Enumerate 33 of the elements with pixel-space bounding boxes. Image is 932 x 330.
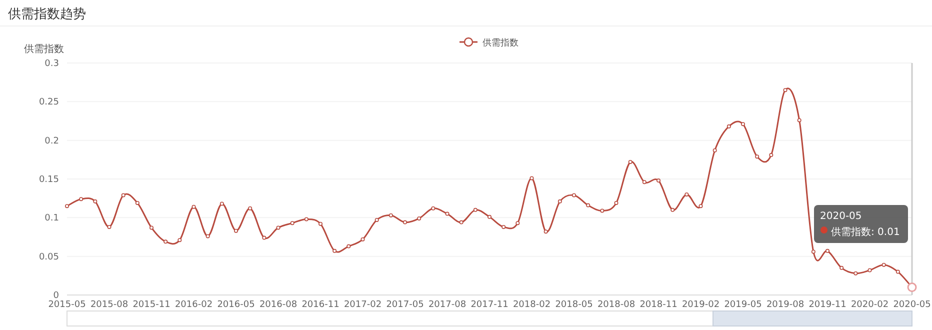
annotation: 供需指数: 0.01 [831, 226, 900, 238]
x-tick-label: 2019-02 [682, 300, 720, 310]
x-tick-label: 2019-05 [724, 300, 762, 310]
y-tick-label: 0 [53, 291, 60, 301]
y-tick-label: 0.05 [38, 252, 59, 262]
x-tick-label: 2017-02 [344, 300, 382, 310]
y-tick-label: 0.25 [38, 98, 59, 108]
x-tick-label: 2018-05 [555, 300, 593, 310]
chart-title: 供需指数趋势 [8, 7, 86, 22]
y-tick-label: 0.2 [44, 136, 59, 146]
x-tick-label: 2015-08 [90, 300, 128, 310]
x-tick-label: 2016-05 [217, 300, 255, 310]
x-tick-label: 2016-08 [259, 300, 298, 310]
x-tick-label: 2015-11 [132, 300, 170, 310]
legend-label: 供需指数 [482, 38, 518, 48]
x-tick-label: 2016-02 [174, 300, 213, 310]
y-tick-label: 0.15 [38, 175, 59, 185]
x-tick-label: 2015-05 [48, 300, 86, 310]
x-tick-label: 2018-08 [597, 300, 636, 310]
x-tick-label: 2017-05 [386, 300, 424, 310]
y-tick-label: 0.1 [44, 214, 59, 224]
annotation: 2020-05 [820, 211, 862, 222]
x-tick-label: 2018-02 [512, 300, 551, 310]
x-tick-label: 2017-11 [470, 300, 508, 310]
x-tick-label: 2020-02 [850, 300, 889, 310]
x-tick-label: 2019-11 [808, 300, 846, 310]
x-tick-label: 2018-11 [640, 300, 678, 310]
y-axis-title: 供需指数 [24, 43, 64, 55]
x-tick-label: 2017-08 [428, 300, 466, 310]
x-tick-label: 2016-11 [302, 300, 340, 310]
x-tick-label: 2019-08 [766, 300, 804, 310]
x-tick-label: 2020-05 [893, 300, 931, 310]
y-tick-label: 0.3 [44, 59, 59, 69]
